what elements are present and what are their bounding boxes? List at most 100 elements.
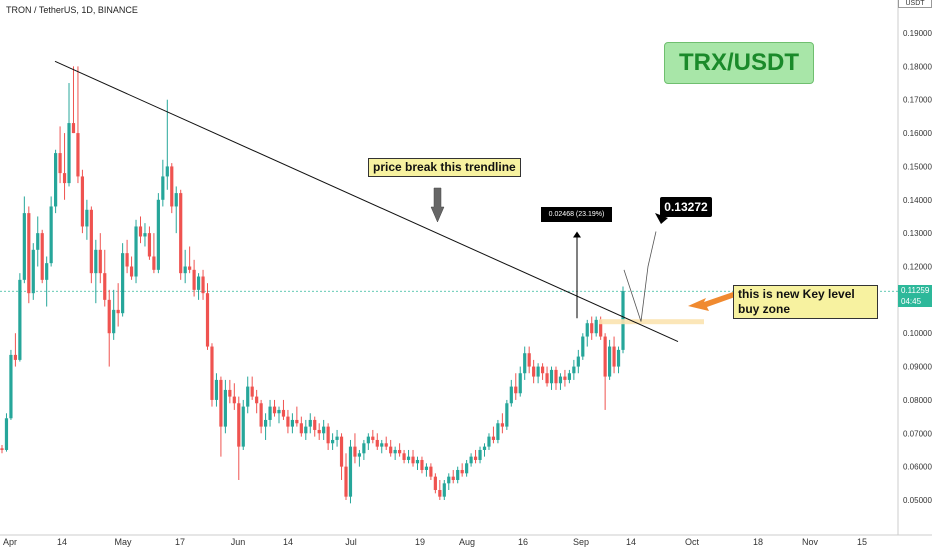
candle-body [612, 346, 616, 367]
target-label: 0.13272 [660, 197, 712, 217]
x-tick-label: 14 [57, 537, 67, 547]
candle-body [281, 409, 286, 417]
measure-arrow-head [573, 231, 581, 238]
candle-body [313, 419, 317, 430]
candle-body [398, 449, 402, 454]
current-price-tag: 0.11259 04:45 [898, 285, 932, 307]
candle-body [223, 389, 227, 427]
candle-body [272, 406, 277, 414]
candle-body [246, 386, 250, 407]
candle-body [384, 443, 388, 447]
candle-body [116, 309, 120, 314]
candle-body [125, 253, 129, 267]
candle-body [576, 356, 580, 367]
candle-body [192, 269, 196, 290]
candle-body [49, 206, 53, 264]
candle-body [18, 279, 22, 360]
candle-body [442, 483, 446, 497]
candle-body [339, 436, 344, 467]
candle-body [335, 436, 339, 440]
candle-body [567, 373, 571, 380]
y-tick-label: 0.19000 [903, 29, 932, 38]
x-tick-label: Sep [573, 537, 589, 547]
chart-header: TRON / TetherUS, 1D, BINANCE [6, 5, 138, 15]
candle-body [326, 426, 330, 444]
candle-body [80, 176, 85, 227]
candle-body [406, 456, 411, 460]
candle-body [594, 319, 598, 334]
candle-body [201, 276, 205, 294]
candle-body [290, 419, 294, 427]
currency-label: USDT [898, 0, 932, 8]
trendline[interactable] [54, 60, 679, 343]
candle-body [393, 449, 397, 454]
candle-body [527, 353, 531, 367]
candle-body [134, 226, 138, 277]
candle-body [456, 469, 460, 480]
candle-body [165, 166, 169, 177]
candle-body [371, 436, 375, 440]
candle-body [259, 403, 263, 427]
candle-body [549, 369, 554, 384]
candle-body [268, 406, 272, 420]
y-tick-label: 0.06000 [903, 463, 932, 472]
candle-body [616, 349, 621, 367]
measure-label: 0.02468 (23.19%) 2468 [541, 207, 612, 233]
y-tick-label: 0.14000 [903, 196, 932, 205]
candle-body [380, 443, 384, 447]
candle-body [89, 209, 93, 274]
candle-body [308, 419, 312, 427]
candle-body [62, 173, 67, 184]
down-arrow-icon [430, 187, 445, 223]
current-price-value: 0.11259 [901, 286, 930, 295]
candle-body [389, 446, 393, 454]
candle-body [31, 249, 35, 294]
candle-body [348, 446, 353, 497]
candle-body [304, 426, 308, 434]
candle-body [590, 323, 594, 334]
candle-body [71, 123, 76, 134]
candle-body [205, 293, 210, 347]
candle-body [581, 336, 585, 357]
candle-body [447, 476, 451, 484]
candle-body [129, 266, 134, 277]
candle-body [174, 193, 178, 207]
candle-body [585, 323, 589, 337]
candle-body [317, 429, 321, 434]
x-axis-ticks: Apr 14 May 17 Jun 14 Jul 19 Aug 16 Sep 14 Oct 18 Nov 15 [3, 537, 867, 547]
candle-body [143, 233, 147, 237]
candle-body [121, 253, 125, 314]
candle-body [607, 346, 612, 377]
key-level-note-line1: this is new Key level [738, 287, 855, 301]
candle-body [58, 153, 62, 174]
candle-body [237, 403, 241, 447]
x-tick-label: Aug [459, 537, 475, 547]
candle-body [232, 396, 236, 404]
x-tick-label: 18 [753, 537, 763, 547]
x-tick-label: 16 [518, 537, 528, 547]
candle-body [438, 489, 442, 497]
candle-body [563, 376, 567, 380]
candle-body [429, 466, 433, 477]
candle-body [509, 386, 513, 404]
candle-body [156, 199, 160, 270]
candle-body [473, 456, 478, 460]
candle-body [478, 449, 482, 460]
x-tick-label: Nov [802, 537, 819, 547]
candle-body [491, 436, 496, 440]
candle-body [331, 439, 335, 444]
candle-body [500, 423, 504, 427]
candle-body [170, 166, 174, 207]
candle-body [107, 299, 111, 334]
candle-body [196, 276, 201, 290]
candle-body [496, 423, 500, 440]
candle-body [362, 443, 366, 454]
y-tick-label: 0.08000 [903, 396, 932, 405]
candle-body [98, 249, 102, 274]
candle-body [572, 366, 576, 374]
candle-body [112, 309, 116, 334]
candle-body [36, 233, 40, 250]
candle-body [76, 133, 80, 177]
key-level-zone [599, 319, 704, 325]
